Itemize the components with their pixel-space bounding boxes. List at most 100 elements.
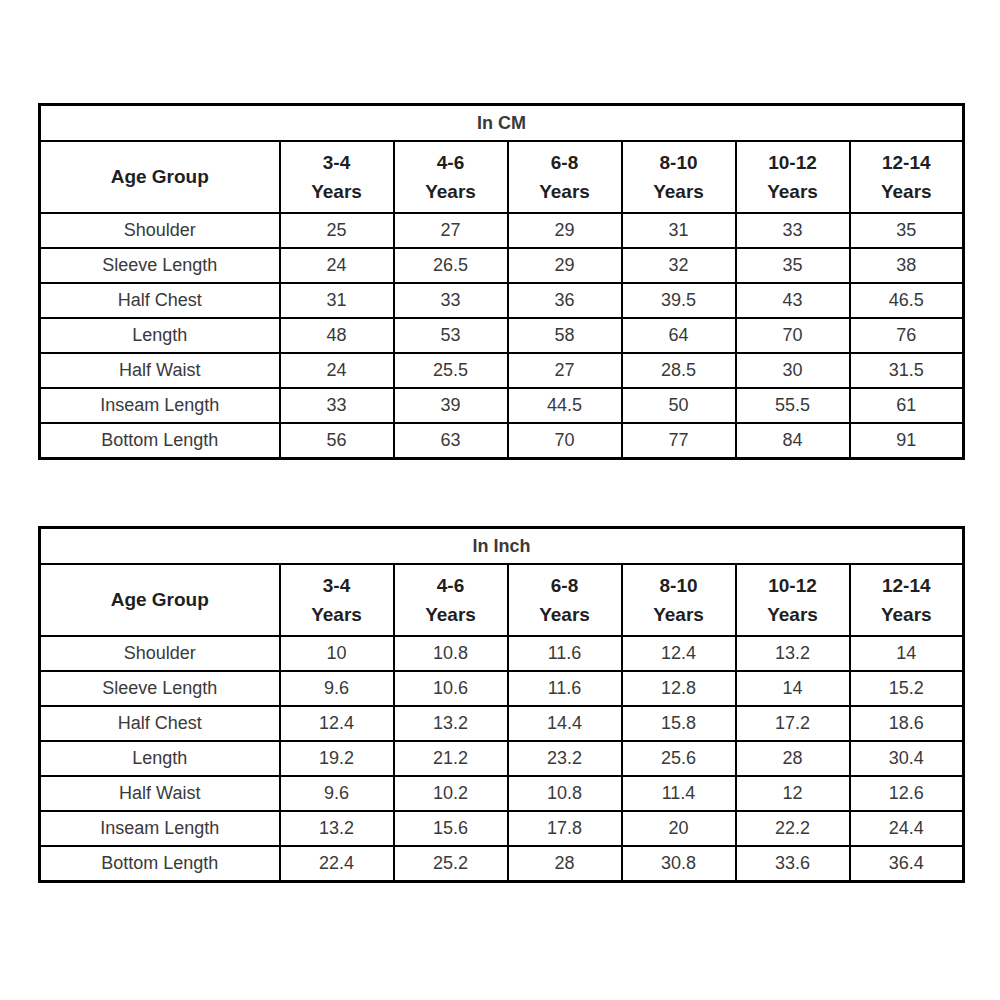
row-label: Half Chest: [40, 283, 280, 318]
column-header: 12-14Years: [850, 141, 964, 213]
column-header: 8-10Years: [622, 564, 736, 636]
cell: 38: [850, 248, 964, 283]
column-header: 6-8Years: [508, 564, 622, 636]
table-row: Sleeve Length 9.6 10.6 11.6 12.8 14 15.2: [40, 671, 964, 706]
cell: 25: [280, 213, 394, 248]
cell: 32: [622, 248, 736, 283]
cell: 10.2: [394, 776, 508, 811]
cell: 10.8: [394, 636, 508, 671]
table-row: Length 19.2 21.2 23.2 25.6 28 30.4: [40, 741, 964, 776]
years-label: Years: [395, 177, 507, 206]
cell: 33: [280, 388, 394, 423]
cell: 12.6: [850, 776, 964, 811]
size-chart-page: In CM Age Group 3-4Years 4-6Years 6-8Yea…: [0, 0, 1000, 883]
cell: 70: [736, 318, 850, 353]
cell: 30.4: [850, 741, 964, 776]
years-label: Years: [737, 600, 849, 629]
cell: 31: [280, 283, 394, 318]
column-header: 12-14Years: [850, 564, 964, 636]
cell: 55.5: [736, 388, 850, 423]
cell: 36: [508, 283, 622, 318]
cell: 17.2: [736, 706, 850, 741]
row-label: Bottom Length: [40, 846, 280, 882]
cell: 27: [394, 213, 508, 248]
cell: 26.5: [394, 248, 508, 283]
table-row: Inseam Length 13.2 15.6 17.8 20 22.2 24.…: [40, 811, 964, 846]
row-label: Inseam Length: [40, 811, 280, 846]
column-header: 4-6Years: [394, 141, 508, 213]
table-row: Half Chest 31 33 36 39.5 43 46.5: [40, 283, 964, 318]
table-header-row: Age Group 3-4Years 4-6Years 6-8Years 8-1…: [40, 564, 964, 636]
cell: 43: [736, 283, 850, 318]
cell: 28: [508, 846, 622, 882]
cell: 22.4: [280, 846, 394, 882]
column-header: 3-4Years: [280, 141, 394, 213]
cell: 27: [508, 353, 622, 388]
years-label: Years: [623, 600, 735, 629]
cell: 63: [394, 423, 508, 459]
column-header: 4-6Years: [394, 564, 508, 636]
cell: 15.8: [622, 706, 736, 741]
cell: 25.2: [394, 846, 508, 882]
table-title: In CM: [40, 105, 964, 142]
cell: 53: [394, 318, 508, 353]
age-range-label: 3-4: [281, 148, 393, 177]
cell: 14.4: [508, 706, 622, 741]
cell: 24.4: [850, 811, 964, 846]
table-header-row: Age Group 3-4Years 4-6Years 6-8Years 8-1…: [40, 141, 964, 213]
age-range-label: 10-12: [737, 148, 849, 177]
cell: 46.5: [850, 283, 964, 318]
size-table-cm: In CM Age Group 3-4Years 4-6Years 6-8Yea…: [38, 103, 965, 460]
cell: 11.6: [508, 636, 622, 671]
cell: 9.6: [280, 671, 394, 706]
cell: 20: [622, 811, 736, 846]
cell: 12.4: [280, 706, 394, 741]
row-label: Shoulder: [40, 636, 280, 671]
row-label: Shoulder: [40, 213, 280, 248]
row-label: Length: [40, 318, 280, 353]
years-label: Years: [509, 177, 621, 206]
age-range-label: 4-6: [395, 571, 507, 600]
years-label: Years: [623, 177, 735, 206]
table-row: Half Chest 12.4 13.2 14.4 15.8 17.2 18.6: [40, 706, 964, 741]
column-header: 3-4Years: [280, 564, 394, 636]
age-range-label: 3-4: [281, 571, 393, 600]
cell: 29: [508, 213, 622, 248]
cell: 17.8: [508, 811, 622, 846]
cell: 14: [850, 636, 964, 671]
cell: 11.4: [622, 776, 736, 811]
row-label: Half Chest: [40, 706, 280, 741]
cell: 28: [736, 741, 850, 776]
years-label: Years: [737, 177, 849, 206]
row-label: Sleeve Length: [40, 671, 280, 706]
cell: 30.8: [622, 846, 736, 882]
row-label: Sleeve Length: [40, 248, 280, 283]
cell: 22.2: [736, 811, 850, 846]
cell: 10.8: [508, 776, 622, 811]
age-group-header: Age Group: [40, 564, 280, 636]
cell: 76: [850, 318, 964, 353]
size-table-inch: In Inch Age Group 3-4Years 4-6Years 6-8Y…: [38, 526, 965, 883]
row-label: Length: [40, 741, 280, 776]
table-title-row: In CM: [40, 105, 964, 142]
cell: 56: [280, 423, 394, 459]
cell: 31.5: [850, 353, 964, 388]
cell: 39: [394, 388, 508, 423]
cell: 23.2: [508, 741, 622, 776]
table-row: Sleeve Length 24 26.5 29 32 35 38: [40, 248, 964, 283]
column-header: 8-10Years: [622, 141, 736, 213]
years-label: Years: [281, 600, 393, 629]
cell: 12.4: [622, 636, 736, 671]
cell: 15.6: [394, 811, 508, 846]
cell: 19.2: [280, 741, 394, 776]
age-range-label: 6-8: [509, 148, 621, 177]
row-label: Inseam Length: [40, 388, 280, 423]
table-row: Bottom Length 22.4 25.2 28 30.8 33.6 36.…: [40, 846, 964, 882]
cell: 25.6: [622, 741, 736, 776]
cell: 14: [736, 671, 850, 706]
cell: 33: [394, 283, 508, 318]
table-title-row: In Inch: [40, 528, 964, 565]
cell: 77: [622, 423, 736, 459]
cell: 44.5: [508, 388, 622, 423]
cell: 13.2: [394, 706, 508, 741]
